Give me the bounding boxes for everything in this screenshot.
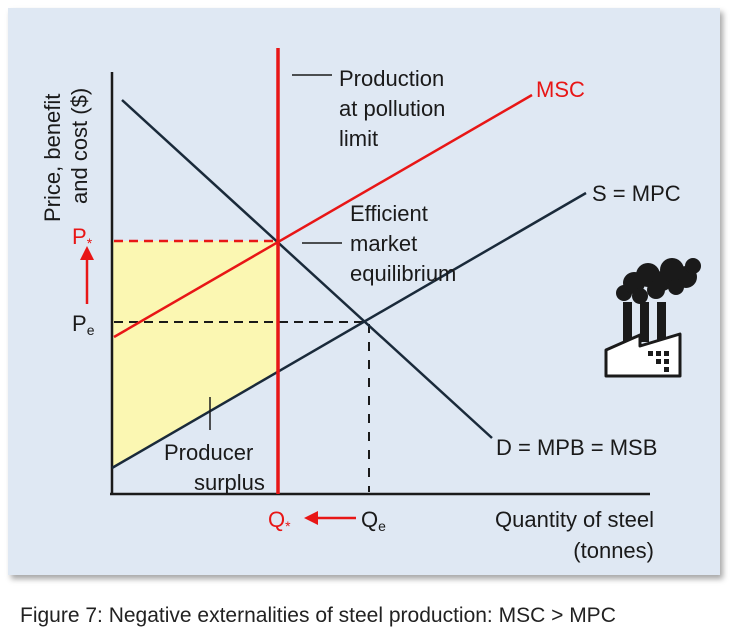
efficient-label-2: market	[350, 231, 417, 256]
producer-surplus-area	[112, 241, 278, 468]
q-star-label: Q*	[268, 507, 291, 534]
x-axis-title-2: (tonnes)	[573, 538, 654, 563]
pollution-label-2: at pollution	[339, 96, 445, 121]
msc-curve	[113, 93, 533, 339]
x-axis-title-1: Quantity of steel	[495, 507, 654, 532]
supply-label: S = MPC	[592, 181, 681, 206]
pollution-label-3: limit	[339, 126, 378, 151]
p-star-label: P*	[72, 224, 93, 251]
pollution-label-1: Production	[339, 66, 444, 91]
producer-label-2: surplus	[194, 470, 265, 495]
efficient-label-1: Efficient	[350, 201, 428, 226]
demand-label: D = MPB = MSB	[496, 435, 657, 460]
y-axis-title-2: and cost ($)	[67, 88, 92, 204]
quantity-left-arrow-head	[304, 511, 318, 525]
price-up-arrow-head	[80, 246, 94, 260]
demand-curve	[121, 99, 493, 439]
supply-curve	[111, 191, 587, 470]
y-axis-title-1: Price, benefit	[40, 94, 65, 222]
figure-caption: Figure 7: Negative externalities of stee…	[20, 604, 616, 627]
factory-icon	[604, 258, 701, 378]
efficient-label-3: equilibrium	[350, 261, 456, 286]
msc-label: MSC	[536, 77, 585, 102]
qe-label: Qe	[361, 507, 386, 534]
producer-label-1: Producer	[164, 440, 253, 465]
pe-label: Pe	[72, 311, 95, 338]
